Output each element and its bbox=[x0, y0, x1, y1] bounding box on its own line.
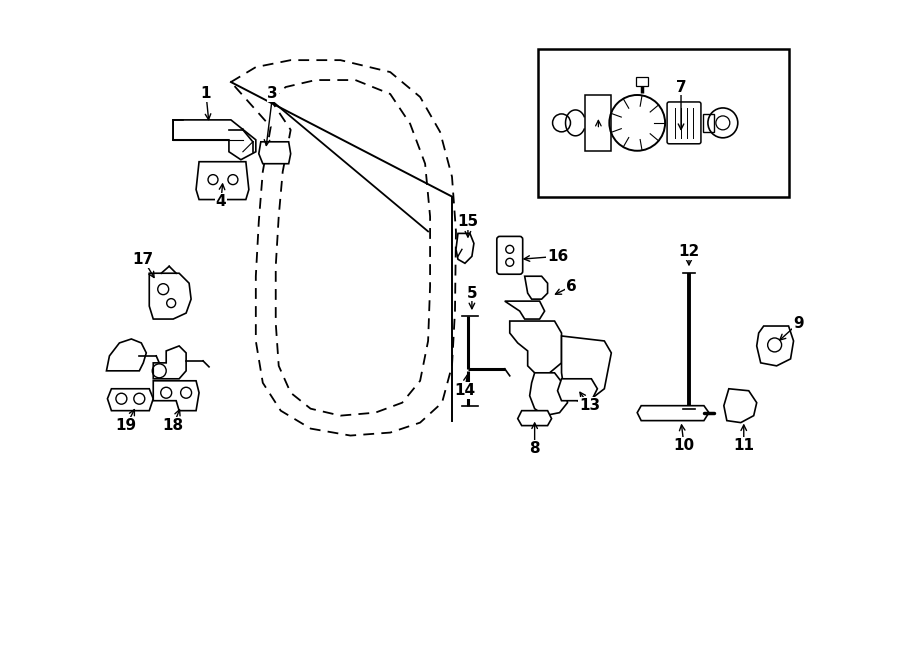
Polygon shape bbox=[456, 233, 474, 263]
Text: 12: 12 bbox=[679, 244, 699, 259]
Text: 3: 3 bbox=[267, 87, 278, 102]
Polygon shape bbox=[509, 321, 562, 373]
Polygon shape bbox=[196, 162, 248, 200]
Polygon shape bbox=[530, 373, 568, 416]
Bar bbox=[703, 114, 714, 132]
Bar bbox=[636, 77, 648, 86]
Polygon shape bbox=[505, 301, 544, 319]
Polygon shape bbox=[557, 379, 598, 401]
Polygon shape bbox=[757, 326, 794, 366]
Polygon shape bbox=[525, 276, 547, 299]
Polygon shape bbox=[724, 389, 757, 422]
Polygon shape bbox=[637, 406, 709, 420]
Polygon shape bbox=[106, 339, 147, 371]
Text: 9: 9 bbox=[793, 315, 804, 330]
FancyBboxPatch shape bbox=[497, 237, 523, 274]
Polygon shape bbox=[153, 381, 199, 410]
Polygon shape bbox=[259, 142, 291, 164]
Bar bbox=[585, 95, 611, 151]
Text: 17: 17 bbox=[132, 252, 154, 267]
Bar bbox=[537, 49, 788, 196]
Text: 1: 1 bbox=[201, 87, 212, 102]
Polygon shape bbox=[107, 389, 153, 410]
Text: 11: 11 bbox=[734, 438, 754, 453]
Text: 14: 14 bbox=[454, 383, 475, 398]
Polygon shape bbox=[149, 273, 191, 319]
Text: 16: 16 bbox=[547, 249, 568, 264]
Text: 18: 18 bbox=[163, 418, 184, 433]
Polygon shape bbox=[562, 336, 611, 401]
Text: 13: 13 bbox=[579, 398, 600, 413]
Polygon shape bbox=[173, 120, 256, 160]
Text: 19: 19 bbox=[116, 418, 137, 433]
Polygon shape bbox=[518, 410, 552, 426]
Text: 15: 15 bbox=[457, 214, 479, 229]
Text: 7: 7 bbox=[676, 79, 687, 95]
FancyBboxPatch shape bbox=[667, 102, 701, 144]
Text: 4: 4 bbox=[216, 194, 226, 209]
Text: 6: 6 bbox=[566, 279, 577, 293]
Text: 5: 5 bbox=[466, 286, 477, 301]
Text: 8: 8 bbox=[529, 441, 540, 456]
Text: 10: 10 bbox=[673, 438, 695, 453]
Polygon shape bbox=[153, 346, 186, 379]
